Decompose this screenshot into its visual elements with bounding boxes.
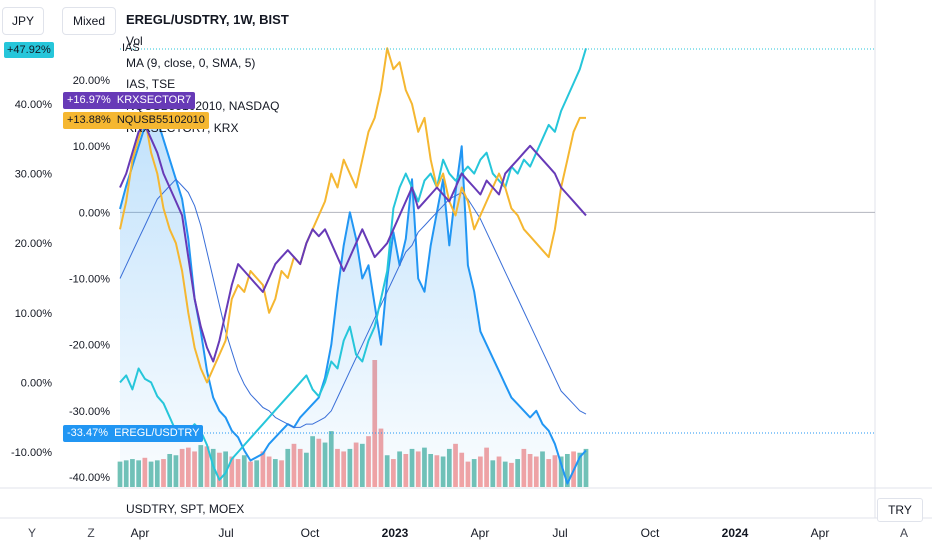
price-tag-eregl-value: -33.47% [67,427,108,439]
series-line-nq [119,47,586,384]
y-left-tick-label: -10.00% [11,447,52,459]
legend-volume[interactable]: Vol [126,34,143,48]
y-inner-tick-label: -40.00% [69,472,110,484]
quote-currency-button[interactable]: TRY [877,498,923,522]
x-tick-label: Oct [301,526,320,540]
legend-ma[interactable]: MA (9, close, 0, SMA, 5) [126,56,256,70]
x-tick-label: Oct [641,526,660,540]
price-tag-krx-value: +16.97% [67,94,111,106]
y-left-tick-label: 40.00% [15,99,53,111]
volume-bar [564,453,570,487]
price-tag-eregl-label: EREGL/USDTRY [114,427,200,439]
chart-title: EREGL/USDTRY, 1W, BIST [126,12,289,27]
price-tag-nq-label: NQUSB55102010 [116,114,205,126]
series-line-krx [119,123,587,363]
bottom-series-label: USDTRY, SPT, MOEX [126,502,245,516]
scale-mode-button[interactable]: Mixed [62,7,116,35]
price-tag-eregl: -33.47% EREGL/USDTRY [63,425,204,442]
corner-right-button[interactable]: A [899,526,908,540]
price-tag-krx: +16.97% KRXSECTOR7 [63,92,196,109]
x-tick-label: Jul [218,526,233,540]
y-inner-tick-label: 20.00% [73,75,111,87]
currency-button[interactable]: JPY [2,7,44,35]
x-tick-label: Jul [552,526,567,540]
x-tick-label: 2023 [382,526,409,540]
price-tag-ias-value: +47.92% [7,44,51,56]
y-inner-tick-label: -20.00% [69,340,110,352]
price-tag-krx-label: KRXSECTOR7 [116,94,192,106]
price-tag-ias-label: IAS [122,42,140,54]
y-left-tick-label: 30.00% [15,169,53,181]
main-series-area [120,113,586,487]
price-tag-nq: +13.88% NQUSB55102010 [63,112,209,129]
y-left-tick-label: 0.00% [21,377,52,389]
legend-ias[interactable]: IAS, TSE [126,77,176,91]
price-tag-nq-value: +13.88% [67,114,111,126]
y-left-tick-label: 10.00% [15,308,53,320]
y-left-tick-label: 20.00% [15,238,53,250]
corner-left-button[interactable]: Y [27,526,36,540]
y-inner-tick-label: 10.00% [73,141,111,153]
x-tick-label: Apr [131,526,150,540]
series-line-ma [119,178,587,428]
y-inner-tick-label: -30.00% [69,406,110,418]
x-tick-label: Apr [811,526,830,540]
price-tag-ias: +47.92% [4,42,54,58]
x-tick-label: 2024 [722,526,749,540]
y-inner-tick-label: 0.00% [79,207,110,219]
corner-mid-button[interactable]: Z [87,526,95,540]
y-inner-tick-label: -10.00% [69,274,110,286]
x-tick-label: Apr [471,526,490,540]
